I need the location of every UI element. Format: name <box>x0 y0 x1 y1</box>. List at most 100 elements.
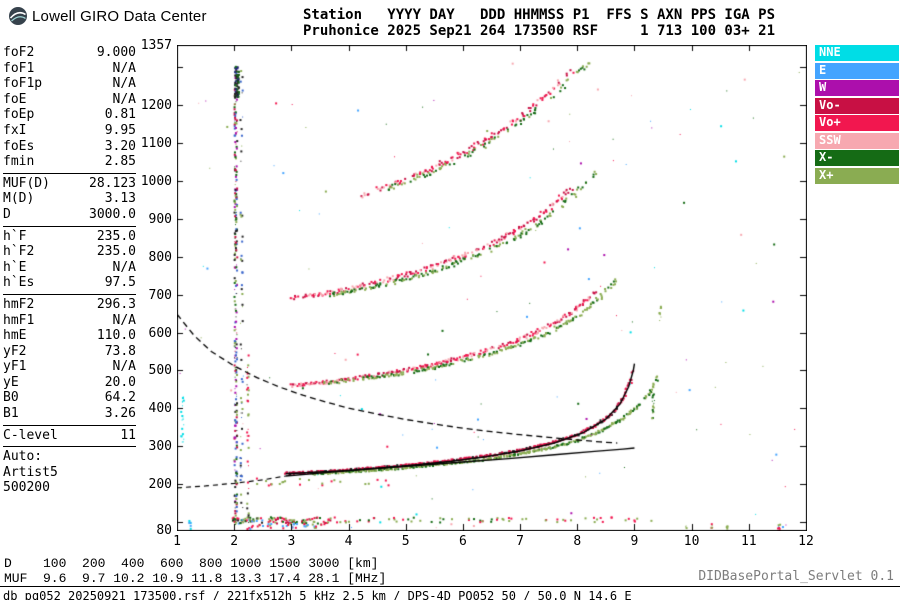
param-value: 64.2 <box>104 390 136 406</box>
param-value: 3000.0 <box>89 206 136 222</box>
param-text: Auto: <box>3 449 43 465</box>
y-tick-label-900: 900 <box>148 211 172 227</box>
param-label: C-level <box>3 427 58 443</box>
param-value: 110.0 <box>96 328 136 344</box>
legend-item-SSW: SSW <box>815 132 899 149</box>
param-label: fmin <box>3 154 35 170</box>
param-row-foE: foE N/A <box>3 92 136 108</box>
x-tick-label-8: 8 <box>573 534 582 549</box>
station-columns-line: Station YYYY DAY DDD HHMMSS P1 FFS S AXN… <box>303 7 776 23</box>
param-label: B0 <box>3 390 19 406</box>
giro-logo-icon <box>9 7 27 25</box>
param-row-hmF1: hmF1 N/A <box>3 313 136 329</box>
param-value: N/A <box>112 312 136 328</box>
param-value: 11 <box>120 427 136 443</box>
param-row-B1: B1 3.26 <box>3 406 136 422</box>
y-tick-label-400: 400 <box>148 401 172 417</box>
param-row-B0: B0 64.2 <box>3 390 136 406</box>
param-label: MUF(D) <box>3 175 50 191</box>
param-label: foF1 <box>3 60 35 76</box>
x-tick-label-11: 11 <box>740 534 757 549</box>
polarization-legend: NNE E W Vo- Vo+ SSW X- X+ <box>815 45 899 185</box>
param-label: foEp <box>3 107 35 123</box>
param-row-fxI: fxI 9.95 <box>3 123 136 139</box>
param-value: 296.3 <box>96 296 136 312</box>
legend-item-E: E <box>815 62 899 79</box>
param-row-MUF(D): MUF(D) 28.123 <box>3 176 136 192</box>
x-tick-label-6: 6 <box>458 534 467 549</box>
param-row-M(D): M(D) 3.13 <box>3 191 136 207</box>
param-row-fmin: fmin 2.85 <box>3 154 136 170</box>
param-row-foEp: foEp 0.81 <box>3 107 136 123</box>
param-value: N/A <box>112 60 136 76</box>
param-row-h`F: h`F 235.0 <box>3 229 136 245</box>
y-tick-label-1000: 1000 <box>140 173 172 189</box>
param-label: hmE <box>3 328 27 344</box>
legend-item-X-: X- <box>815 150 899 166</box>
param-label: yE <box>3 374 19 390</box>
x-tick-label-10: 10 <box>683 534 700 549</box>
y-tick-label-1200: 1200 <box>140 97 172 113</box>
x-tick-label-9: 9 <box>630 534 639 549</box>
param-group-3: hmF2 296.3 hmF1 N/A hmE 110.0 yF2 73.8 yF1 N/A yE 2… <box>3 293 136 425</box>
param-label: hmF2 <box>3 296 35 312</box>
param-row-yF1: yF1 N/A <box>3 359 136 375</box>
muf-row: MUF 9.6 9.7 10.2 10.9 11.8 13.3 17.4 28.… <box>4 571 387 586</box>
x-tick-label-5: 5 <box>401 534 410 549</box>
param-value: 3.20 <box>104 138 136 154</box>
param-label: foF1p <box>3 76 43 92</box>
param-label: yF1 <box>3 359 27 375</box>
param-row-foF1p: foF1p N/A <box>3 76 136 92</box>
param-group-0: foF2 9.000 foF1 N/A foF1p N/A foE N/A foEp 0.81 fx… <box>3 43 136 173</box>
measurement-info-line: db pq052 20250921 173500.rsf / 221fx512h… <box>3 589 632 600</box>
y-tick-label-500: 500 <box>148 363 172 379</box>
param-label: M(D) <box>3 191 35 207</box>
param-row-yE: yE 20.0 <box>3 375 136 391</box>
param-value: 9.000 <box>96 45 136 60</box>
param-row-C-level: C-level 11 <box>3 428 136 444</box>
param-label: D <box>3 206 11 222</box>
param-value: 97.5 <box>104 275 136 291</box>
d-row: D 100 200 400 600 800 1000 1500 3000 [km… <box>4 556 379 571</box>
param-value: 73.8 <box>104 343 136 359</box>
param-label: foE <box>3 91 27 107</box>
param-text: Artist5 <box>3 464 58 480</box>
param-value: 3.13 <box>104 191 136 207</box>
legend-item-W: W <box>815 80 899 96</box>
param-row-yF2: yF2 73.8 <box>3 344 136 360</box>
legend-item-X+: X+ <box>815 167 899 184</box>
param-row-hmE: hmE 110.0 <box>3 328 136 344</box>
param-value: N/A <box>112 91 136 107</box>
y-tick-label-600: 600 <box>148 325 172 341</box>
param-row-foEs: foEs 3.20 <box>3 139 136 155</box>
param-value: N/A <box>112 359 136 375</box>
param-label: foF2 <box>3 45 35 60</box>
param-label: yF2 <box>3 343 27 359</box>
param-label: foEs <box>3 138 35 154</box>
param-label: h`E <box>3 259 27 275</box>
brand-title: Lowell GIRO Data Center <box>32 8 207 25</box>
x-tick-label-1: 1 <box>173 534 181 549</box>
param-value: N/A <box>112 76 136 92</box>
param-group-5: Auto: Artist5 500200 <box>3 447 136 499</box>
lowell-giro-logo <box>8 6 28 26</box>
param-value: 9.95 <box>104 122 136 138</box>
param-value: 28.123 <box>89 175 136 191</box>
legend-item-Vo-: Vo- <box>815 97 899 114</box>
param-value: 20.0 <box>104 374 136 390</box>
y-tick-label-1100: 1100 <box>140 135 172 151</box>
param-value: 0.81 <box>104 107 136 123</box>
parameter-panel: foF2 9.000 foF1 N/A foF1p N/A foE N/A foEp 0.81 fx… <box>3 43 136 499</box>
x-tick-label-12: 12 <box>798 534 814 549</box>
footer-divider <box>0 586 900 587</box>
x-tick-label-3: 3 <box>287 534 296 549</box>
param-row-foF1: foF1 N/A <box>3 61 136 77</box>
param-value: 2.85 <box>104 154 136 170</box>
y-tick-label-200: 200 <box>148 477 172 493</box>
param-label: hmF1 <box>3 312 35 328</box>
param-row-foF2: foF2 9.000 <box>3 45 136 61</box>
d-muf-table: D 100 200 400 600 800 1000 1500 3000 [km… <box>4 556 386 586</box>
station-header-block: Station YYYY DAY DDD HHMMSS P1 FFS S AXN… <box>303 7 775 39</box>
param-row-D: D 3000.0 <box>3 207 136 223</box>
